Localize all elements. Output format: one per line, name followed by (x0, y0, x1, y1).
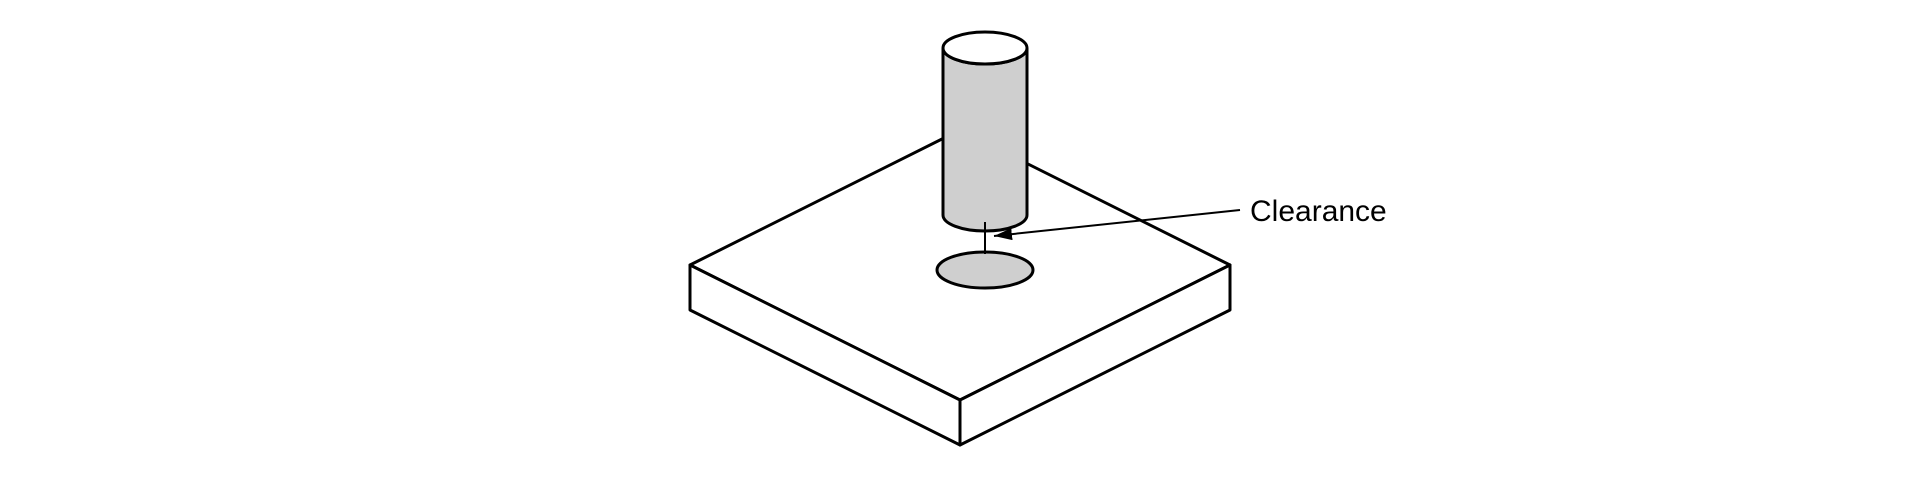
clearance-label: Clearance (1250, 195, 1387, 229)
diagram-svg (0, 0, 1920, 500)
cylinder-top (943, 32, 1027, 64)
cylinder-body (943, 48, 1027, 231)
diagram-stage: Clearance (0, 0, 1920, 500)
hole-ellipse (937, 252, 1033, 288)
